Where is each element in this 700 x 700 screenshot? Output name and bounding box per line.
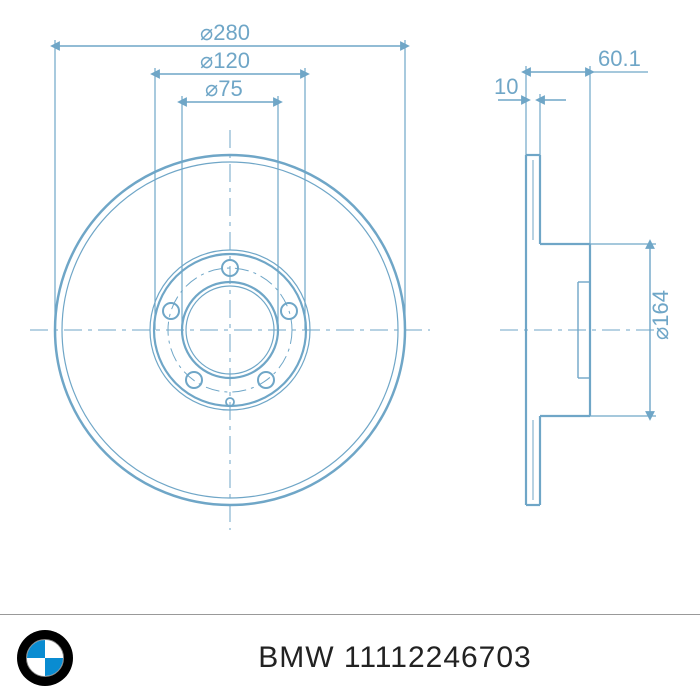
product-footer: BMW 11112246703 — [0, 614, 700, 700]
product-label: BMW 11112246703 — [90, 641, 700, 675]
side-dimensions: 60.1 10 ⌀164 — [494, 46, 673, 416]
dim-thickness: 10 — [494, 74, 518, 99]
brand-logo-wrap — [0, 615, 90, 700]
front-dimensions: ⌀280 ⌀120 ⌀75 — [55, 20, 405, 102]
dim-depth: 60.1 — [598, 46, 641, 71]
technical-drawing-svg: ⌀280 ⌀120 ⌀75 — [0, 0, 700, 615]
dim-d120: ⌀120 — [200, 48, 250, 73]
dim-d75: ⌀75 — [205, 76, 243, 101]
drawing-canvas: ⌀280 ⌀120 ⌀75 — [0, 0, 700, 700]
front-view — [30, 130, 430, 530]
dim-d164: ⌀164 — [648, 290, 673, 340]
bmw-logo-icon — [17, 630, 73, 686]
dim-d280: ⌀280 — [200, 20, 250, 45]
side-view — [500, 155, 660, 505]
